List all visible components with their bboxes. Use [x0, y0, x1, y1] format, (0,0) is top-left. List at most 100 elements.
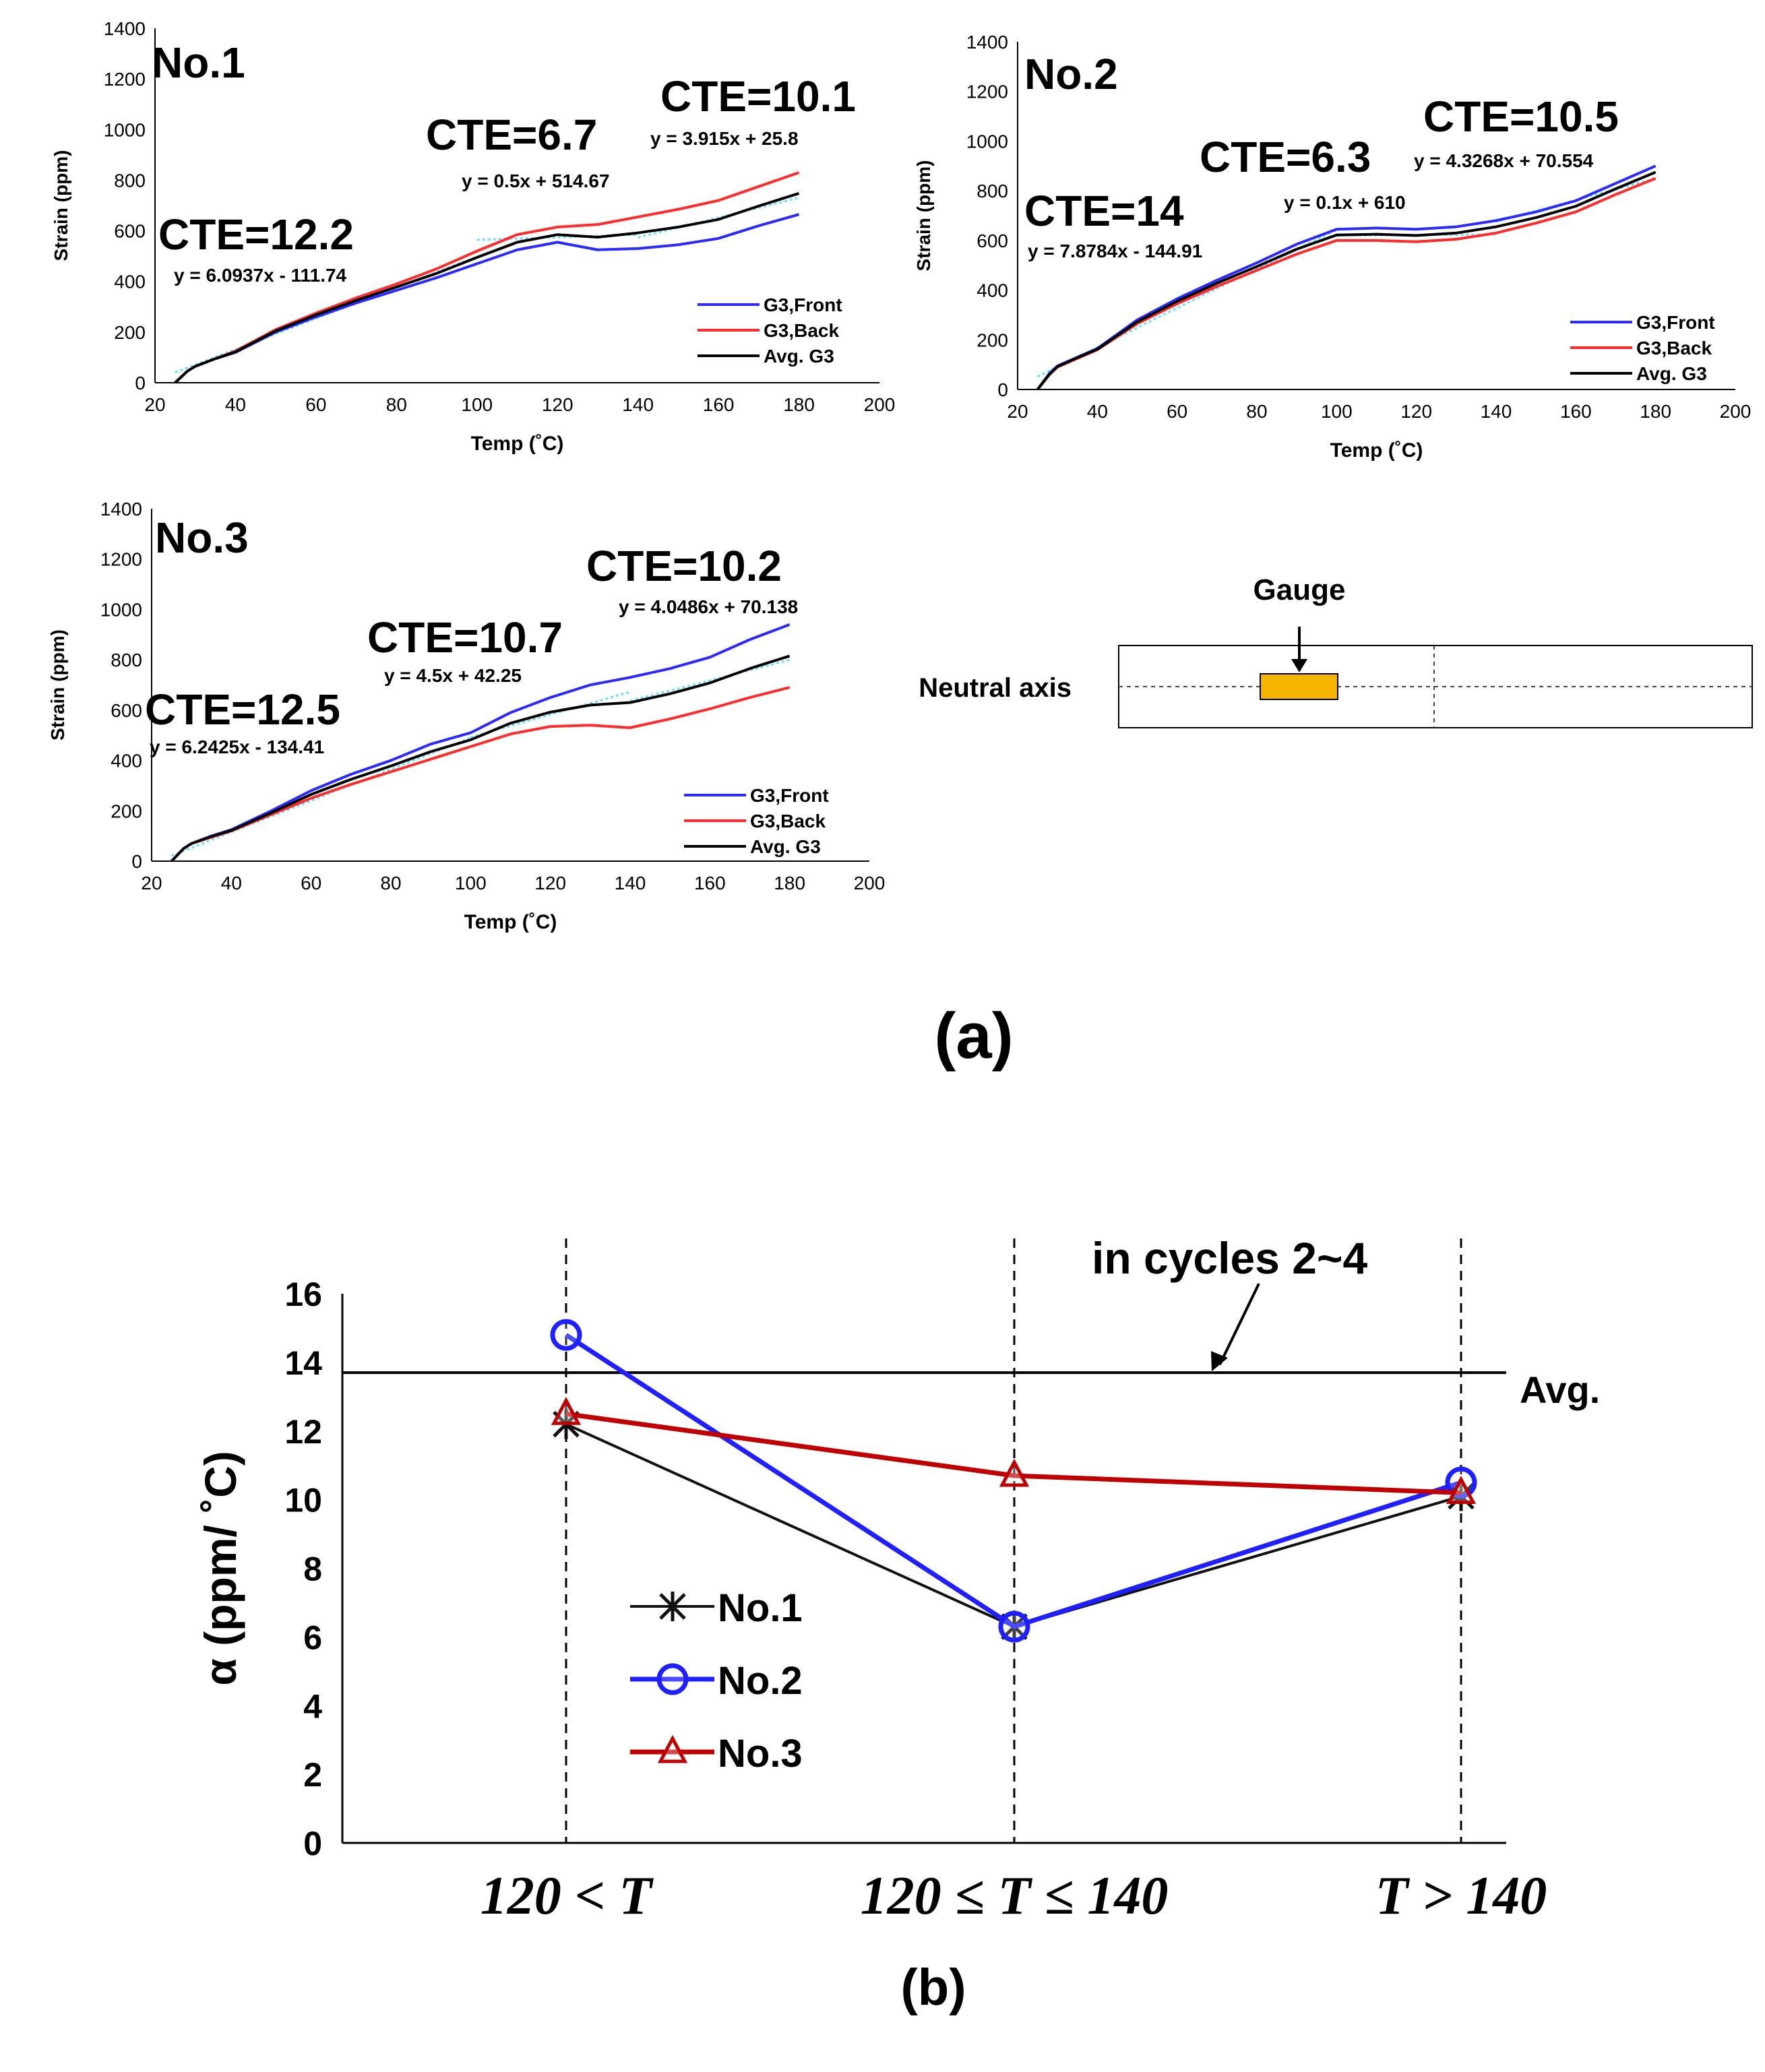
x-tick-label: 100 [455, 873, 487, 893]
cte-label: CTE=6.3 [1200, 133, 1371, 181]
legend-label: Avg. G3 [1636, 363, 1707, 384]
y-tick-label: 1000 [100, 599, 142, 620]
category-label: 120 ≤ T ≤ 140 [861, 1866, 1169, 1926]
fit-equation: y = 3.915x + 25.8 [650, 128, 799, 149]
x-tick-label: 120 [542, 394, 574, 415]
y-tick-label: 0 [135, 373, 146, 394]
marker-circle [656, 1663, 689, 1695]
y-tick-label: 1200 [966, 82, 1008, 102]
neutral-axis-label: Neutral axis [919, 673, 1072, 703]
x-tick-label: 120 [534, 873, 566, 893]
y-tick-label: 200 [114, 322, 146, 343]
y-tick-label: 12 [284, 1413, 322, 1451]
x-tick-label: 20 [144, 394, 165, 415]
cycles-arrow [1218, 1283, 1260, 1366]
y-tick-label: 1000 [104, 119, 146, 140]
x-tick-label: 40 [1087, 401, 1108, 422]
legend-label: No.3 [718, 1732, 803, 1776]
x-tick-label: 180 [783, 394, 815, 415]
y-tick-label: 400 [111, 751, 142, 772]
marker-triangle [999, 1458, 1030, 1487]
cte-label: CTE=12.5 [145, 685, 340, 734]
legend-label: Avg. G3 [750, 836, 821, 857]
y-tick-label: 600 [977, 230, 1008, 251]
category-label: T > 140 [1375, 1866, 1547, 1926]
x-tick-label: 120 [1400, 401, 1432, 422]
legend-label: Avg. G3 [764, 346, 834, 367]
y-tick-label: 800 [114, 170, 146, 191]
x-axis-label: Temp (˚C) [471, 433, 564, 455]
x-tick-label: 140 [615, 873, 646, 893]
x-tick-label: 140 [622, 394, 654, 415]
fit-equation: y = 0.5x + 514.67 [462, 170, 610, 191]
alpha-chart: 0 2 4 6 8 10 12 14 16 α (ppm/ ˚C) 120 < T 120 ≤ T ≤… [195, 1233, 1600, 1926]
y-tick-label: 6 [303, 1619, 322, 1656]
cycles-arrowhead [1211, 1351, 1228, 1372]
fit-equation: y = 4.5x + 42.25 [384, 665, 522, 686]
cte-label: CTE=10.2 [586, 542, 782, 590]
y-tick-label: 16 [284, 1276, 322, 1313]
x-tick-label: 60 [305, 394, 326, 415]
cte-label: CTE=10.1 [660, 72, 856, 121]
gauge-label: Gauge [1253, 573, 1346, 606]
chart-title: No.3 [155, 513, 249, 562]
y-tick-label: 0 [997, 379, 1008, 400]
fit-equation: y = 7.8784x - 144.91 [1028, 241, 1202, 261]
marker-triangle [1446, 1476, 1477, 1504]
average-label: Avg. [1520, 1369, 1600, 1411]
legend-label: G3,Back [1636, 338, 1712, 358]
panel-b-label: (b) [900, 1959, 966, 2016]
y-tick-label: 200 [977, 329, 1008, 350]
x-tick-label: 160 [1560, 401, 1592, 422]
y-tick-label: 400 [114, 272, 146, 292]
cte-label: CTE=12.2 [158, 210, 354, 259]
y-tick-label: 400 [977, 280, 1008, 301]
x-tick-label: 60 [1167, 401, 1187, 422]
y-tick-label: 1400 [104, 18, 146, 39]
y-tick-label: 1200 [104, 69, 146, 90]
x-axis-label: Temp (˚C) [1330, 439, 1423, 462]
y-tick-label: 2 [303, 1756, 322, 1794]
y-tick-label: 10 [284, 1482, 322, 1519]
fit-equation: y = 4.0486x + 70.138 [619, 596, 798, 617]
gauge-rect [1260, 673, 1338, 700]
x-tick-label: 40 [225, 394, 246, 415]
x-tick-label: 20 [141, 873, 162, 893]
strain-chart-3: 0 200 400 600 800 1000 1200 1400 20 40 60 80 100 120 1… [47, 499, 885, 933]
x-tick-label: 200 [854, 873, 886, 893]
x-tick-label: 180 [1640, 401, 1671, 422]
chart-title: No.1 [152, 38, 245, 87]
y-tick-label: 4 [303, 1687, 322, 1725]
x-tick-label: 140 [1481, 401, 1512, 422]
x-tick-label: 180 [774, 873, 805, 893]
strain-chart-2: 0 200 400 600 800 1000 1200 1400 20 40 60 80 100 120 1… [913, 32, 1751, 462]
cte-label: CTE=6.7 [426, 111, 597, 159]
cycles-annotation: in cycles 2~4 [1092, 1233, 1367, 1283]
y-tick-label: 600 [114, 221, 146, 242]
legend-label: No.2 [718, 1659, 803, 1703]
x-tick-label: 80 [386, 394, 407, 415]
marker-triangle [657, 1734, 688, 1763]
y-tick-label: 8 [303, 1550, 322, 1588]
y-axis-label: α (ppm/ ˚C) [195, 1451, 245, 1686]
legend-label: No.1 [718, 1586, 803, 1630]
fit-equation: y = 4.3268x + 70.554 [1414, 150, 1594, 171]
chart-title: No.2 [1024, 50, 1118, 98]
y-tick-label: 1200 [100, 549, 142, 570]
legend-label: G3,Front [1636, 312, 1715, 333]
y-tick-label: 200 [111, 800, 142, 821]
marker-circle [998, 1610, 1030, 1643]
strain-chart-1: 0 200 400 600 800 1000 1200 1400 20 40 60 80 100 120 1… [51, 18, 895, 455]
linear-fit-line [638, 197, 799, 239]
legend-label: G3,Back [750, 811, 826, 831]
cte-label: CTE=10.5 [1423, 92, 1619, 141]
fit-equation: y = 6.0937x - 111.74 [174, 265, 347, 286]
x-axis-label: Temp (˚C) [464, 911, 557, 933]
y-axis-label: Strain (ppm) [47, 629, 68, 741]
x-tick-label: 160 [694, 873, 726, 893]
marker-circle [550, 1319, 582, 1351]
x-tick-label: 100 [461, 394, 493, 415]
x-tick-label: 40 [221, 873, 242, 893]
y-tick-label: 1400 [966, 32, 1008, 53]
y-axis-label: Strain (ppm) [51, 150, 71, 261]
